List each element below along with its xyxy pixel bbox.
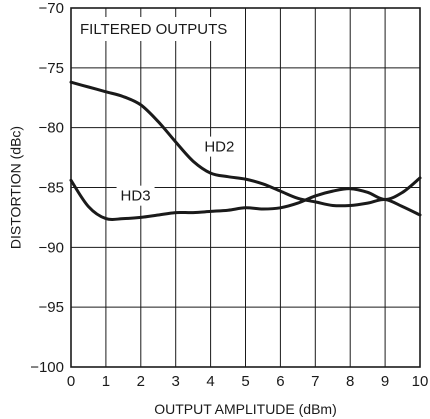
x-tick-label: 7 xyxy=(311,373,319,390)
x-tick-label: 1 xyxy=(102,373,110,390)
x-tick-label: 9 xyxy=(381,373,389,390)
x-tick-label: 5 xyxy=(241,373,249,390)
plot-frame xyxy=(70,7,421,368)
y-tick-label: −75 xyxy=(39,60,64,77)
tick-labels: 0 1 2 3 4 5 6 7 8 9 10 −70 −75 −80 −85 −90 −95 −100 xyxy=(30,0,428,390)
x-tick-label: 8 xyxy=(346,373,354,390)
series-label-background-hd2 xyxy=(200,136,239,157)
series-layer xyxy=(69,80,422,222)
x-tick-label: 0 xyxy=(67,373,75,390)
x-tick-label: 4 xyxy=(206,373,214,390)
x-tick-label: 3 xyxy=(172,373,180,390)
series-label-background-hd3 xyxy=(116,185,155,206)
y-tick-label: −85 xyxy=(39,180,64,197)
x-axis-label: OUTPUT AMPLITUDE (dBm) xyxy=(154,401,337,417)
x-tick-label: 10 xyxy=(412,373,429,390)
series-line-hd3 xyxy=(69,176,422,222)
x-tick-label: 2 xyxy=(137,373,145,390)
y-tick-label: −80 xyxy=(39,120,64,137)
series-label-hd3: HD3 xyxy=(121,188,151,205)
y-axis-label: DISTORTION (dBc) xyxy=(8,126,24,249)
series-line-hd2 xyxy=(69,80,422,217)
annotation-filtered-outputs: FILTERED OUTPUTS xyxy=(80,21,227,38)
series-label-hd2: HD2 xyxy=(204,139,234,156)
y-tick-label: −100 xyxy=(30,359,64,376)
y-tick-label: −70 xyxy=(39,0,64,17)
y-tick-label: −95 xyxy=(39,299,64,316)
x-tick-label: 6 xyxy=(276,373,284,390)
annotation-background xyxy=(75,17,241,41)
y-tick-label: −90 xyxy=(39,239,64,256)
